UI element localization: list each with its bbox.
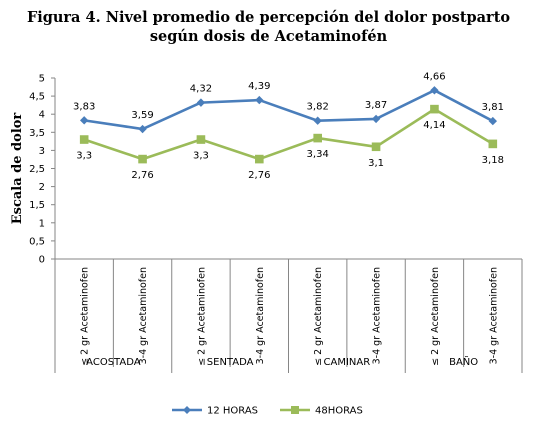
data-label: 4,39 bbox=[248, 81, 270, 92]
chart-subtitle: según dosis de Acetaminofén bbox=[149, 28, 388, 45]
data-label: 3,3 bbox=[193, 151, 209, 162]
y-tick-label: 2 bbox=[39, 182, 45, 193]
y-tick-label: 0,5 bbox=[29, 236, 45, 247]
series-1: 3,3 2,76 3,3 2,76 3,34 3,1 4,14 3,18 bbox=[76, 104, 504, 181]
data-label: 2,76 bbox=[248, 170, 270, 181]
y-tick-label: 3,5 bbox=[29, 128, 45, 139]
data-label: 3,18 bbox=[482, 155, 504, 166]
x-category-label: ≤ 2 gr Acetaminofen bbox=[430, 267, 441, 366]
data-point-marker bbox=[430, 104, 439, 114]
data-point-marker bbox=[255, 95, 264, 105]
data-point-marker bbox=[488, 116, 498, 126]
legend-item: 48HORAS bbox=[280, 406, 363, 417]
data-point-marker bbox=[138, 124, 147, 134]
x-category-label: 3-4 gr Acetaminofen bbox=[372, 267, 383, 364]
data-label: 4,66 bbox=[423, 71, 445, 82]
data-point-marker bbox=[79, 116, 89, 125]
y-axis-title: Escala de dolor bbox=[10, 113, 25, 225]
data-point-marker bbox=[138, 154, 147, 164]
data-point-marker bbox=[371, 114, 381, 124]
data-label: 3,3 bbox=[76, 151, 92, 162]
data-label: 2,76 bbox=[131, 170, 153, 181]
series-line bbox=[83, 107, 494, 161]
legend-item: 12 HORAS bbox=[172, 406, 258, 417]
x-category-label: ≤ 2 gr Acetaminofen bbox=[80, 267, 91, 366]
chart-axes: 0 0,5 1 1,5 2 2,5 3 3,5 4 4,5 5 Escala de dolor ≤ 2 … bbox=[10, 74, 523, 373]
data-point-marker bbox=[79, 135, 89, 144]
data-point-marker bbox=[313, 133, 322, 143]
data-label: 3,87 bbox=[365, 100, 387, 111]
x-category-label: ≤ 2 gr Acetaminofen bbox=[196, 267, 207, 366]
data-point-marker bbox=[430, 86, 439, 95]
series-layer: 3,833,594,32 4,393,82 3,874,663,813,32,763… bbox=[73, 71, 504, 181]
x-group-label: BAÑO bbox=[449, 355, 478, 368]
data-point-marker bbox=[196, 135, 206, 144]
y-tick-label: 1,5 bbox=[29, 200, 45, 211]
data-label: 3,81 bbox=[482, 102, 504, 113]
x-category-label: 3-4 gr Acetaminofen bbox=[255, 267, 266, 364]
x-group-label: SENTADA bbox=[207, 357, 254, 368]
series-line bbox=[83, 89, 494, 131]
data-point-marker bbox=[255, 154, 264, 164]
y-tick-label: 4 bbox=[39, 110, 45, 121]
y-tick-label: 2,5 bbox=[29, 164, 45, 175]
data-label: 3,82 bbox=[307, 102, 329, 113]
data-label: 3,1 bbox=[368, 158, 384, 169]
data-label: 4,32 bbox=[190, 84, 212, 95]
chart-title-block: Figura 4. Nivel promedio de percepción d… bbox=[0, 8, 537, 46]
y-tick-label: 1 bbox=[39, 218, 45, 229]
x-category-label: 3-4 gr Acetaminofen bbox=[138, 267, 149, 364]
data-point-marker bbox=[371, 142, 381, 152]
data-label: 3,59 bbox=[131, 110, 153, 121]
data-point-marker bbox=[313, 116, 322, 125]
x-group-label: ACOSTADA bbox=[86, 357, 141, 368]
y-tick-label: 5 bbox=[39, 74, 45, 85]
legend-label: 48HORAS bbox=[315, 406, 363, 417]
chart-title: Figura 4. Nivel promedio de percepción d… bbox=[26, 9, 511, 26]
y-tick-label: 0 bbox=[39, 255, 45, 266]
data-label: 4,14 bbox=[423, 120, 445, 131]
series-0: 3,83 3,59 4,32 4,39 3,82 3,87 4,66 3,81 bbox=[73, 71, 504, 134]
legend-label: 12 HORAS bbox=[207, 406, 258, 417]
x-category-label: ≤ 2 gr Acetaminofen bbox=[313, 267, 324, 366]
x-group-label: CAMINAR bbox=[324, 357, 371, 368]
y-tick-label: 3 bbox=[39, 146, 45, 157]
legend-marker bbox=[183, 406, 191, 414]
data-label: 3,34 bbox=[307, 149, 329, 160]
x-category-label: 3-4 gr Acetaminofen bbox=[488, 267, 499, 364]
data-label: 3,83 bbox=[73, 101, 95, 112]
data-point-marker bbox=[488, 139, 498, 149]
data-point-marker bbox=[196, 98, 206, 107]
chart-legend: 12 HORAS 48HORAS bbox=[172, 406, 363, 417]
y-tick-label: 4,5 bbox=[29, 92, 45, 103]
legend-marker bbox=[291, 406, 299, 414]
